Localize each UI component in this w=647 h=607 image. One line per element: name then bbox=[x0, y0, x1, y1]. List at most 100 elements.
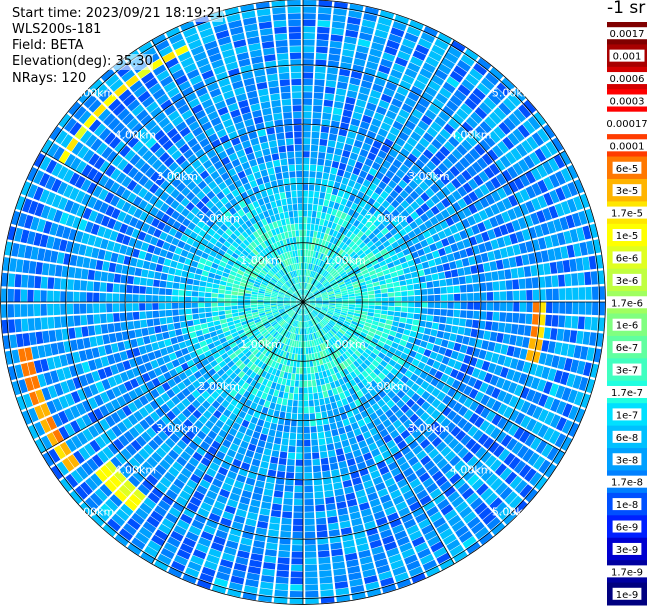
range-gate-cell bbox=[329, 279, 336, 284]
range-gate-cell bbox=[276, 356, 282, 363]
range-gate-cell bbox=[194, 420, 204, 430]
range-gate-cell bbox=[298, 314, 301, 321]
range-gate-cell bbox=[427, 535, 441, 547]
range-gate-cell bbox=[213, 340, 221, 347]
range-gate-cell bbox=[451, 148, 463, 160]
range-gate-cell bbox=[295, 314, 299, 320]
range-gate-cell bbox=[356, 259, 363, 266]
range-gate-cell bbox=[414, 289, 421, 296]
range-gate-cell bbox=[332, 238, 339, 245]
range-gate-cell bbox=[189, 496, 202, 507]
range-gate-cell bbox=[451, 178, 462, 189]
range-gate-cell bbox=[576, 227, 585, 242]
range-gate-cell bbox=[447, 341, 455, 350]
range-gate-cell bbox=[553, 218, 563, 232]
range-gate-cell bbox=[360, 80, 373, 89]
range-gate-cell bbox=[153, 435, 164, 446]
range-gate-cell bbox=[309, 164, 317, 172]
range-gate-cell bbox=[361, 19, 376, 29]
range-gate-cell bbox=[310, 144, 319, 152]
range-gate-cell bbox=[327, 362, 333, 369]
range-gate-cell bbox=[395, 214, 405, 223]
range-gate-cell bbox=[60, 477, 74, 492]
range-gate-cell bbox=[453, 89, 467, 102]
range-gate-cell bbox=[288, 352, 293, 360]
range-gate-cell bbox=[562, 403, 573, 418]
range-gate-cell bbox=[333, 351, 339, 359]
range-gate-cell bbox=[104, 479, 117, 493]
range-gate-cell bbox=[251, 387, 259, 396]
range-gate-cell bbox=[318, 152, 326, 159]
range-gate-cell bbox=[320, 132, 329, 140]
range-gate-cell bbox=[522, 361, 532, 374]
range-gate-cell bbox=[176, 549, 191, 560]
range-gate-cell bbox=[465, 135, 478, 147]
range-gate-cell bbox=[478, 349, 487, 360]
range-gate-cell bbox=[348, 272, 356, 278]
range-gate-cell bbox=[243, 326, 251, 332]
range-gate-cell bbox=[291, 413, 298, 420]
range-gate-cell bbox=[303, 72, 314, 79]
range-gate-cell bbox=[176, 402, 186, 412]
range-gate-cell bbox=[502, 136, 515, 150]
range-gate-cell bbox=[204, 297, 211, 302]
range-gate-cell bbox=[99, 483, 113, 497]
range-gate-cell bbox=[450, 426, 461, 437]
range-gate-cell bbox=[307, 373, 312, 381]
range-gate-cell bbox=[333, 312, 341, 316]
range-gate-cell bbox=[440, 209, 450, 219]
range-gate-cell bbox=[574, 408, 585, 423]
range-gate-cell bbox=[319, 287, 326, 292]
range-gate-cell bbox=[361, 217, 369, 225]
range-gate-cell bbox=[359, 121, 370, 130]
range-gate-cell bbox=[303, 210, 308, 217]
range-gate-cell bbox=[447, 358, 456, 368]
range-gate-cell bbox=[320, 457, 329, 465]
range-gate-cell bbox=[362, 73, 375, 83]
range-gate-cell bbox=[434, 302, 441, 309]
range-gate-cell bbox=[437, 32, 452, 45]
range-gate-cell bbox=[355, 238, 363, 246]
range-gate-cell bbox=[316, 324, 321, 330]
range-gate-cell bbox=[262, 348, 269, 355]
range-gate-cell bbox=[201, 358, 210, 367]
range-gate-cell bbox=[556, 328, 565, 341]
range-gate-cell bbox=[285, 412, 292, 420]
range-gate-cell bbox=[181, 387, 191, 397]
range-gate-cell bbox=[345, 200, 353, 208]
range-gate-cell bbox=[519, 203, 529, 216]
range-gate-cell bbox=[382, 500, 394, 510]
range-gate-cell bbox=[340, 212, 347, 220]
range-gate-cell bbox=[311, 333, 315, 340]
range-gate-cell bbox=[537, 128, 550, 143]
range-gate-cell bbox=[479, 102, 492, 115]
range-gate-cell bbox=[345, 29, 359, 38]
range-gate-cell bbox=[239, 332, 247, 338]
range-gate-cell bbox=[212, 311, 219, 317]
range-gate-cell bbox=[441, 384, 451, 394]
range-gate-cell bbox=[322, 306, 329, 309]
range-gate-cell bbox=[182, 573, 197, 584]
range-gate-cell bbox=[307, 284, 311, 290]
range-gate-cell bbox=[191, 399, 201, 409]
range-gate-cell bbox=[307, 256, 310, 263]
range-gate-cell bbox=[109, 494, 123, 507]
range-gate-cell bbox=[357, 381, 365, 390]
range-gate-cell bbox=[263, 386, 270, 394]
range-gate-cell bbox=[264, 357, 271, 365]
range-gate-cell bbox=[282, 313, 288, 319]
range-gate-cell bbox=[93, 314, 101, 324]
range-gate-cell bbox=[74, 485, 88, 500]
range-gate-cell bbox=[401, 512, 414, 523]
range-gate-cell bbox=[262, 495, 273, 503]
range-gate-cell bbox=[388, 180, 397, 189]
range-gate-cell bbox=[178, 341, 187, 349]
range-gate-cell bbox=[327, 290, 334, 294]
beta-sector-field bbox=[1, 0, 605, 604]
range-gate-cell bbox=[348, 293, 355, 297]
range-gate-cell bbox=[80, 481, 93, 496]
range-gate-cell bbox=[453, 65, 468, 78]
range-gate-cell bbox=[185, 314, 193, 321]
range-gate-cell bbox=[421, 302, 428, 308]
range-gate-cell bbox=[332, 230, 339, 238]
